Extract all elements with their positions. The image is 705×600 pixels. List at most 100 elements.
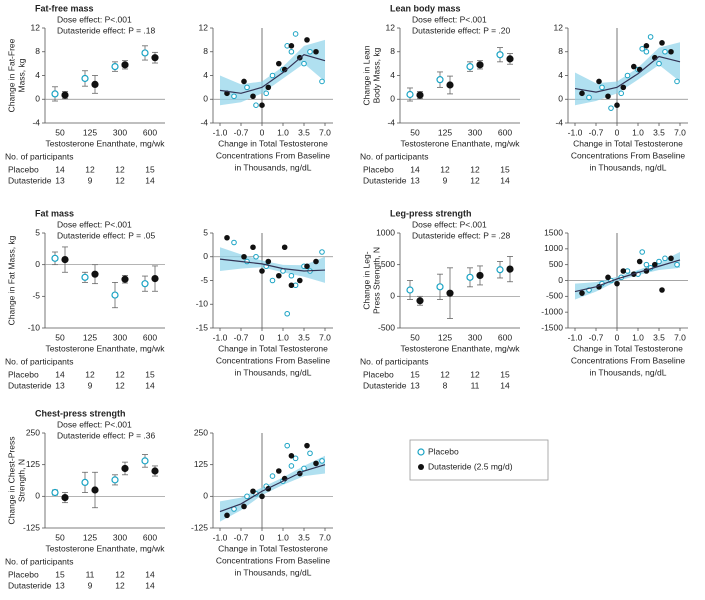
y-tick-label: 5: [203, 227, 208, 237]
participants-count: 15: [145, 164, 155, 174]
scatter-point: [319, 458, 325, 464]
participants-count: 12: [85, 369, 95, 379]
participants-group: Placebo: [8, 369, 39, 379]
x-tick-label: 3.5: [653, 127, 665, 137]
y-tick-label: 1000: [544, 243, 563, 253]
scatter-point: [224, 512, 230, 519]
panel-title: Fat-free mass: [35, 3, 94, 13]
y-tick-label: -500: [546, 291, 563, 301]
scatter-point: [647, 34, 654, 40]
y-tick-label: -4: [32, 117, 40, 127]
participants-count: 12: [115, 164, 125, 174]
scatter-point: [614, 280, 620, 287]
scatter-point: [263, 90, 270, 97]
legend-marker: [418, 464, 424, 470]
dose-point: [61, 256, 69, 264]
x-axis-label: in Thousands, ng/dL: [590, 367, 667, 377]
x-tick-label: -0.7: [589, 332, 604, 342]
x-axis-label: Change in Total Testosterone: [218, 138, 328, 148]
scatter-point: [313, 48, 319, 55]
y-axis-label: Change in Chest-Press: [6, 437, 16, 525]
dose-point: [61, 91, 69, 99]
scatter-point: [250, 488, 256, 495]
participants-count: 9: [88, 175, 93, 185]
y-tick-label: -500: [378, 322, 395, 332]
fit-line: [574, 259, 681, 293]
participants-label: No. of participants: [5, 556, 74, 566]
scatter-point: [288, 463, 295, 469]
panel-title: Fat mass: [35, 208, 74, 218]
dose-point: [141, 280, 149, 288]
dose-point: [151, 275, 159, 283]
x-tick-label: 0: [260, 127, 265, 137]
scatter-point: [620, 268, 627, 274]
participants-count: 9: [88, 580, 93, 590]
scatter-point: [307, 48, 313, 55]
scatter-point: [265, 258, 272, 265]
dose-point: [51, 254, 59, 262]
annotation: Dose effect: P<.001: [412, 219, 487, 229]
participants-count: 12: [115, 580, 125, 590]
scatter-point: [288, 282, 295, 289]
scatter-point: [269, 473, 276, 479]
dose-point: [476, 61, 484, 69]
participants-count: 14: [500, 175, 510, 185]
x-tick-label: 50: [410, 127, 420, 137]
y-tick-label: 250: [26, 427, 40, 437]
y-axis-label: Change in Lean: [361, 45, 371, 105]
participants-group: Placebo: [363, 369, 394, 379]
annotation: Dose effect: P<.001: [57, 219, 132, 229]
x-axis-label: Testosterone Enanthate, mg/wk: [45, 138, 165, 148]
scatter-point: [579, 290, 585, 296]
y-tick-label: 8: [203, 46, 208, 56]
participants-group: Placebo: [8, 569, 39, 579]
y-tick-label: -5: [32, 291, 40, 301]
x-tick-label: 0: [260, 532, 265, 542]
participants-label: No. of participants: [5, 151, 74, 161]
participants-count: 15: [500, 369, 510, 379]
dose-point: [506, 55, 514, 63]
y-tick-label: -1500: [541, 322, 563, 332]
dose-point: [496, 266, 504, 274]
participants-count: 12: [115, 369, 125, 379]
y-tick-label: -15: [196, 322, 209, 332]
dose-point: [121, 275, 129, 283]
scatter-point: [643, 48, 650, 55]
scatter-point: [313, 460, 319, 467]
participants-count: 13: [55, 380, 65, 390]
scatter-point: [618, 90, 625, 97]
scatter-point: [241, 78, 247, 85]
x-tick-label: 125: [438, 332, 452, 342]
x-tick-label: 1.0: [277, 127, 289, 137]
x-axis-label: Change in Total Testosterone: [218, 343, 328, 353]
x-tick-label: 300: [468, 127, 482, 137]
y-tick-label: -1000: [541, 306, 563, 316]
y-tick-label: 0: [390, 291, 395, 301]
y-tick-label: -5: [200, 275, 208, 285]
participants-count: 14: [55, 164, 65, 174]
x-tick-label: 7.0: [319, 532, 331, 542]
x-tick-label: 600: [143, 532, 157, 542]
dose-point: [436, 76, 444, 84]
x-tick-label: 0: [615, 127, 620, 137]
x-tick-label: 125: [83, 332, 97, 342]
participants-group: Dutasteride: [8, 580, 52, 590]
y-tick-label: -4: [555, 117, 563, 127]
y-axis-label: Mass, kg: [16, 58, 26, 92]
annotation: Dose effect: P<.001: [412, 14, 487, 24]
fit-line: [574, 55, 681, 93]
x-tick-label: -1.0: [213, 127, 228, 137]
y-tick-label: 0: [558, 275, 563, 285]
y-tick-label: 4: [35, 70, 40, 80]
x-axis-label: Concentrations From Baseline: [216, 355, 331, 365]
y-tick-label: 1500: [544, 227, 563, 237]
x-tick-label: -0.7: [234, 127, 249, 137]
participants-count: 14: [145, 580, 155, 590]
scatter-point: [284, 310, 291, 317]
annotation: Dutasteride effect: P = .05: [57, 230, 155, 240]
scatter-point: [284, 442, 291, 449]
x-tick-label: 125: [83, 127, 97, 137]
panel-title: Chest-press strength: [35, 408, 126, 418]
x-tick-label: 3.5: [298, 332, 310, 342]
participants-count: 13: [410, 175, 420, 185]
